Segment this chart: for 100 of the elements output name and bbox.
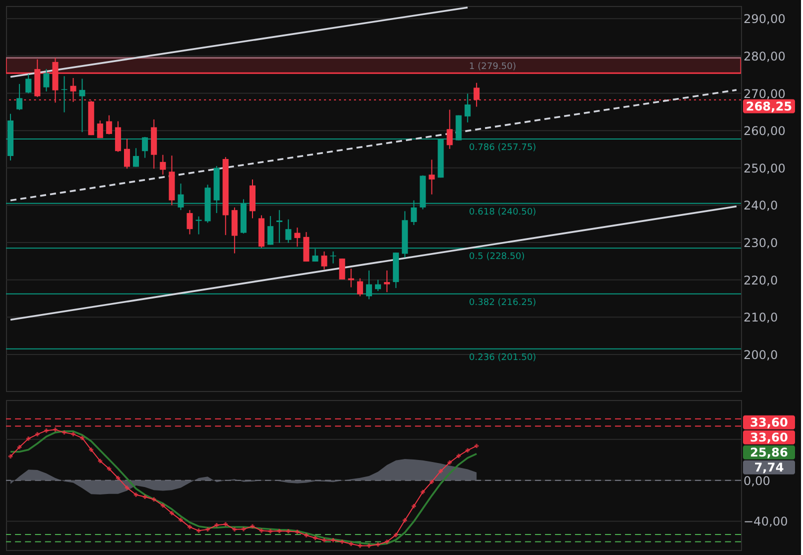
y-tick-label: −40,00 <box>744 514 788 529</box>
ref-line-label: 1 (279.50) <box>469 62 516 72</box>
point <box>295 530 300 534</box>
ref-line-label: 268,25 <box>746 99 792 114</box>
ref-line-label: 0.5 (228.50) <box>469 252 525 262</box>
candlestick <box>384 270 390 293</box>
candlestick <box>43 68 50 92</box>
text: 7,74 <box>754 460 784 474</box>
y-tick-label: 250,00 <box>744 161 786 176</box>
candlestick <box>464 93 471 123</box>
candlestick <box>267 216 274 246</box>
point <box>465 448 470 452</box>
point <box>456 454 461 458</box>
point <box>188 524 192 530</box>
candlestick <box>294 227 300 248</box>
point <box>26 436 31 441</box>
candlestick <box>321 250 328 270</box>
ref-line-label: 0.618 (240.50) <box>469 207 536 218</box>
candlestick <box>446 109 453 150</box>
point <box>223 522 228 526</box>
candlestick <box>61 76 68 113</box>
point <box>206 527 210 532</box>
candlestick <box>330 250 336 264</box>
y-tick-label: 200,0 <box>744 348 778 362</box>
candlestick <box>124 138 130 170</box>
point <box>98 458 102 464</box>
candlestick <box>160 154 166 176</box>
point <box>160 503 165 508</box>
point <box>106 466 112 471</box>
candlestick <box>374 279 381 292</box>
candlestick <box>106 114 112 135</box>
point <box>331 538 336 542</box>
point <box>474 444 479 448</box>
point <box>394 532 398 538</box>
candlestick <box>339 258 346 280</box>
y-tick-label: 290,00 <box>744 12 786 26</box>
candlestick <box>276 210 282 244</box>
point <box>53 428 58 432</box>
point <box>277 528 282 534</box>
candlestick <box>97 120 104 139</box>
text: 25,86 <box>750 445 788 460</box>
candlestick <box>16 83 22 111</box>
y-tick-label: 270,00 <box>744 86 786 101</box>
ref-line-label: 0.236 (201.50) <box>469 352 536 363</box>
candlestick <box>115 120 122 152</box>
point <box>438 468 443 474</box>
point <box>44 428 48 433</box>
point <box>259 528 264 533</box>
point <box>313 536 318 540</box>
point <box>8 454 13 458</box>
point <box>448 460 452 465</box>
candlestick <box>186 210 193 235</box>
point <box>250 524 255 528</box>
point <box>80 436 84 440</box>
point <box>196 528 201 533</box>
point <box>366 544 372 548</box>
candlestick <box>357 278 364 297</box>
point <box>71 432 76 436</box>
ref-line-label: 0.382 (216.25) <box>469 298 536 308</box>
point <box>142 494 148 500</box>
point <box>170 511 174 516</box>
point <box>124 486 130 490</box>
point <box>412 504 416 508</box>
candlestick <box>79 78 86 133</box>
candlestick <box>132 148 139 168</box>
point <box>62 430 66 435</box>
text: 33,60 <box>750 430 788 444</box>
point <box>430 480 434 484</box>
y-tick-label: 220,0 <box>744 273 778 288</box>
candlestick <box>25 74 32 94</box>
point <box>134 492 138 497</box>
candlestick <box>428 159 435 195</box>
point <box>268 529 273 534</box>
y-tick-label: 210,0 <box>744 310 778 325</box>
point <box>376 542 380 547</box>
point <box>214 523 219 528</box>
point <box>89 448 94 452</box>
point <box>116 476 120 480</box>
point <box>286 529 290 534</box>
point <box>358 544 362 548</box>
point <box>322 538 326 542</box>
y-tick-label: 260,00 <box>744 124 786 138</box>
y-tick-label: 230,0 <box>744 236 778 250</box>
point <box>232 527 237 532</box>
y-tick-label: 280,00 <box>744 49 786 64</box>
point <box>340 540 344 544</box>
point <box>178 518 183 522</box>
point <box>420 490 425 494</box>
point <box>402 518 407 522</box>
point <box>152 497 156 502</box>
point <box>304 533 308 538</box>
candlestick <box>285 218 292 244</box>
y-tick-label: 240,0 <box>744 198 778 213</box>
point <box>241 527 246 532</box>
point <box>384 540 390 544</box>
point <box>35 432 40 436</box>
point <box>17 445 22 450</box>
point <box>348 542 354 546</box>
y-tick-label: 0,00 <box>744 474 770 488</box>
ref-line-label: 0.786 (257.75) <box>469 142 536 153</box>
